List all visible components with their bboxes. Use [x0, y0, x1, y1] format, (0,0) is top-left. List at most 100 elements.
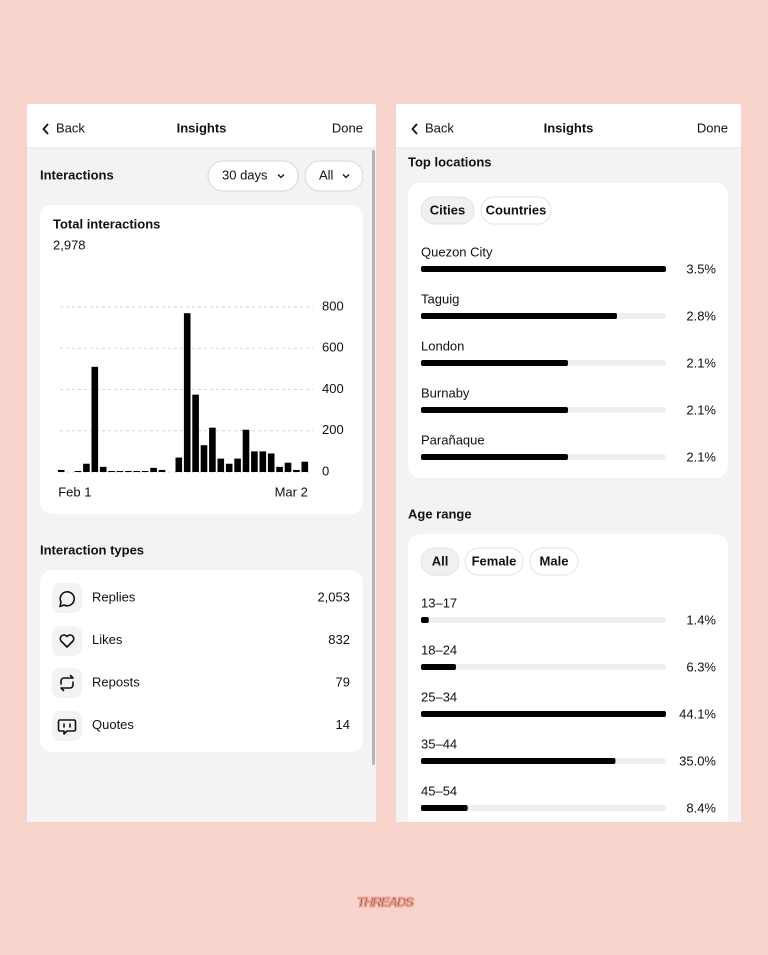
row-value: 2.1%: [686, 449, 716, 464]
total-label: Total interactions: [53, 216, 160, 231]
bar: [150, 467, 157, 472]
done-button[interactable]: Done: [332, 120, 363, 135]
bar: [421, 266, 666, 272]
tab-label[interactable]: Countries: [486, 202, 547, 217]
types-card: [40, 570, 363, 752]
type-value: 79: [336, 675, 350, 690]
bar: [175, 457, 183, 472]
row-value: 1.4%: [686, 612, 716, 627]
row-value: 6.3%: [686, 659, 716, 674]
bar: [158, 469, 166, 472]
filter-label[interactable]: 30 days: [222, 167, 268, 182]
row-label: Taguig: [421, 291, 459, 306]
bar: [421, 313, 617, 319]
bar-track: [421, 664, 666, 670]
nav-bar: [396, 104, 741, 148]
tab-label[interactable]: Cities: [430, 202, 465, 217]
bar: [108, 470, 115, 472]
tab-label[interactable]: Male: [540, 553, 569, 568]
y-tick-label: 600: [322, 340, 344, 355]
section-title: Top locations: [408, 154, 492, 169]
back-button[interactable]: Back: [425, 120, 454, 135]
tab-pill[interactable]: [529, 547, 579, 576]
locations-card: [408, 183, 728, 478]
type-value: 14: [336, 717, 350, 732]
bar: [57, 469, 65, 472]
bar: [74, 470, 82, 472]
row-label: 25–34: [421, 689, 457, 704]
x-tick-label: Mar 2: [275, 484, 308, 499]
type-value: 832: [328, 632, 350, 647]
interaction-icons: [52, 583, 82, 741]
x-tick-label: Feb 1: [58, 484, 91, 499]
row-label: Quezon City: [421, 244, 493, 259]
bar: [301, 461, 309, 472]
y-tick-label: 0: [322, 463, 329, 478]
bar: [99, 466, 107, 472]
brand-logo: THREADS: [357, 894, 414, 909]
bar: [421, 711, 666, 717]
row-value: 2.8%: [686, 308, 716, 323]
chart-card: [40, 205, 363, 514]
filter-label[interactable]: All: [319, 167, 334, 182]
y-tick-label: 200: [322, 422, 344, 437]
row-label: 45–54: [421, 783, 457, 798]
bar: [116, 470, 124, 472]
section-title: Interaction types: [40, 542, 144, 557]
bar: [125, 470, 132, 472]
filter-pill[interactable]: [304, 160, 364, 192]
bar-track: [421, 617, 666, 623]
nav-title: Insights: [544, 120, 594, 135]
type-label: Quotes: [92, 717, 134, 732]
row-label: London: [421, 338, 464, 353]
tab-pill[interactable]: [480, 196, 552, 225]
bar: [293, 469, 300, 472]
bar: [133, 470, 141, 472]
back-chevron: [411, 123, 418, 135]
bar: [421, 407, 568, 413]
tab-label[interactable]: Female: [472, 553, 517, 568]
type-label: Replies: [92, 589, 136, 604]
y-tick-label: 800: [322, 298, 344, 313]
bar: [141, 470, 149, 472]
bar: [242, 429, 250, 472]
bar: [91, 366, 99, 472]
row-label: Burnaby: [421, 385, 470, 400]
row-value: 44.1%: [679, 706, 716, 721]
bar: [267, 453, 275, 472]
row-label: 18–24: [421, 642, 457, 657]
tab-pill[interactable]: [420, 196, 475, 225]
tab-pill[interactable]: [420, 547, 460, 576]
tab-label[interactable]: All: [432, 553, 449, 568]
filter-chevron: [342, 174, 350, 179]
nav-title: Insights: [177, 120, 227, 135]
bar: [284, 462, 292, 472]
row-value: 2.1%: [686, 402, 716, 417]
done-button[interactable]: Done: [697, 120, 728, 135]
type-label: Likes: [92, 632, 123, 647]
bar: [421, 617, 429, 623]
row-value: 35.0%: [679, 753, 716, 768]
bar: [259, 451, 267, 472]
bar: [183, 313, 191, 472]
type-value: 2,053: [317, 589, 350, 604]
bar: [200, 445, 208, 472]
filter-pill[interactable]: [207, 160, 299, 192]
back-button[interactable]: Back: [56, 120, 85, 135]
total-value: 2,978: [53, 237, 86, 252]
scrollbar: [372, 150, 375, 765]
bar: [276, 466, 283, 472]
row-label: Parañaque: [421, 432, 485, 447]
bar-track: [421, 805, 666, 811]
bar: [209, 427, 216, 472]
row-value: 8.4%: [686, 800, 716, 815]
bar: [421, 758, 616, 764]
filter-chevron: [277, 174, 285, 179]
bar: [192, 394, 199, 472]
bar: [217, 458, 225, 472]
tab-pill[interactable]: [464, 547, 524, 576]
back-chevron: [42, 123, 49, 135]
section-title: Age range: [408, 506, 472, 521]
bar: [83, 463, 90, 472]
